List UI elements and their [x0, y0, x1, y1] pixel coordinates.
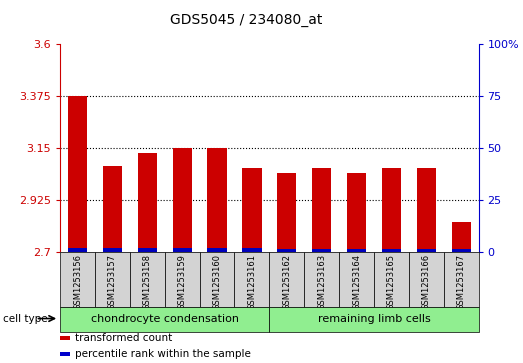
Text: cell type: cell type	[3, 314, 47, 324]
Bar	[382, 168, 401, 252]
Text: GSM1253161: GSM1253161	[247, 254, 256, 310]
Bar	[339, 252, 374, 307]
Bar	[173, 148, 192, 252]
Bar	[451, 222, 471, 252]
Text: GSM1253166: GSM1253166	[422, 254, 431, 310]
Bar	[68, 248, 87, 252]
Text: percentile rank within the sample: percentile rank within the sample	[75, 349, 251, 359]
Bar	[60, 252, 95, 307]
Bar	[208, 148, 226, 252]
Bar	[208, 248, 226, 252]
Bar	[200, 252, 234, 307]
Bar	[242, 248, 262, 252]
Text: GSM1253163: GSM1253163	[317, 254, 326, 310]
Bar	[312, 168, 331, 252]
Bar	[173, 248, 192, 252]
Bar	[138, 248, 157, 252]
Bar	[451, 249, 471, 252]
Text: GSM1253158: GSM1253158	[143, 254, 152, 310]
Bar	[234, 252, 269, 307]
Text: GSM1253160: GSM1253160	[212, 254, 222, 310]
Bar	[103, 167, 122, 252]
Text: GSM1253159: GSM1253159	[178, 254, 187, 310]
Text: GDS5045 / 234080_at: GDS5045 / 234080_at	[169, 13, 322, 27]
Bar	[277, 174, 297, 252]
Bar	[347, 174, 366, 252]
Text: GSM1253167: GSM1253167	[457, 254, 465, 310]
Bar	[68, 96, 87, 252]
Bar	[242, 168, 262, 252]
Bar	[269, 252, 304, 307]
Text: chondrocyte condensation: chondrocyte condensation	[91, 314, 238, 325]
Bar	[60, 307, 269, 332]
Bar	[374, 252, 409, 307]
Bar	[95, 252, 130, 307]
Bar	[417, 249, 436, 252]
Bar	[444, 252, 479, 307]
Bar	[165, 252, 200, 307]
Bar	[347, 249, 366, 252]
Bar	[269, 307, 479, 332]
Bar	[130, 252, 165, 307]
Bar	[382, 249, 401, 252]
Bar	[138, 152, 157, 252]
Bar	[103, 248, 122, 252]
Bar	[417, 168, 436, 252]
Bar	[277, 249, 297, 252]
Bar	[409, 252, 444, 307]
Text: remaining limb cells: remaining limb cells	[317, 314, 430, 325]
Text: GSM1253157: GSM1253157	[108, 254, 117, 310]
Text: transformed count: transformed count	[75, 333, 172, 343]
Bar	[304, 252, 339, 307]
Bar	[312, 249, 331, 252]
Text: GSM1253165: GSM1253165	[387, 254, 396, 310]
Text: GSM1253162: GSM1253162	[282, 254, 291, 310]
Text: GSM1253156: GSM1253156	[73, 254, 82, 310]
Text: GSM1253164: GSM1253164	[352, 254, 361, 310]
